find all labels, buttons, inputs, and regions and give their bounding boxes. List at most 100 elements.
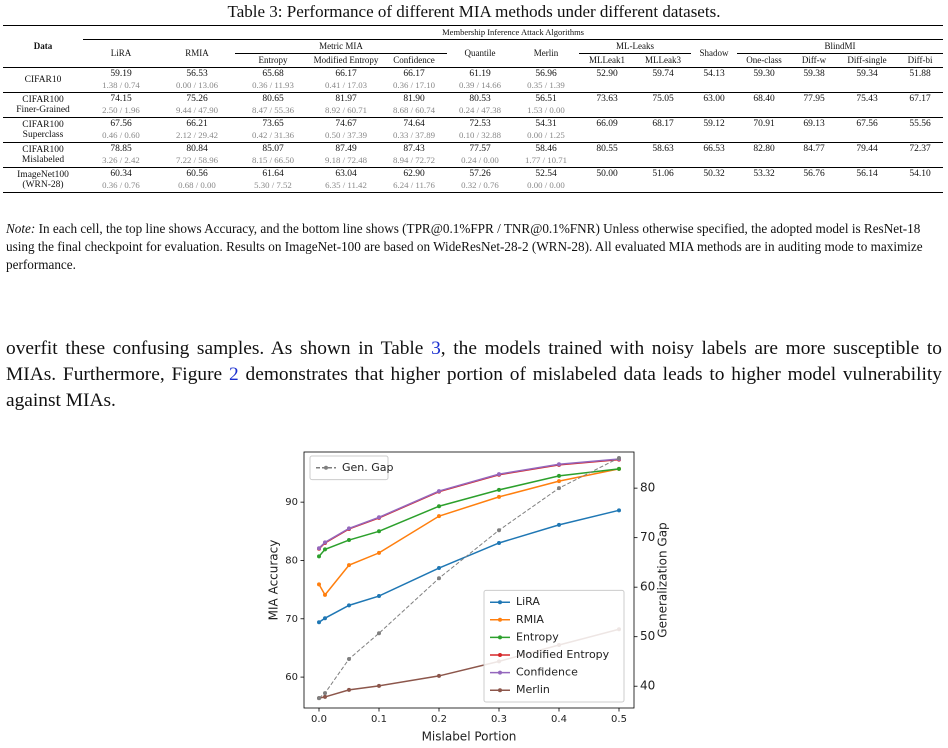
accuracy: 66.17 [335,69,357,79]
accuracy: 56.96 [535,69,557,79]
value-cell: 51.88 [897,67,944,93]
rates: 9.44 / 47.90 [175,104,219,115]
y2-tick-label: 70 [640,530,655,544]
column-header: MLLeak1 [579,53,635,68]
data-point [317,620,321,625]
value-cell: 59.30 [737,67,791,93]
value-cell: 87.49 9.18 / 72.48 [311,142,381,168]
accuracy: 59.30 [753,69,775,79]
value-cell: 66.21 2.12 / 29.42 [159,117,235,143]
data-point [617,466,621,471]
value-cell: 67.56 0.46 / 0.60 [83,117,159,143]
table-ref[interactable]: 3 [431,338,441,359]
data-cell: ImageNet100 (WRN-28) [3,167,83,193]
value-cell: 57.26 0.32 / 0.76 [447,167,513,193]
table-row: CIFAR100 Superclass 67.56 0.46 / 0.60 66.21 2… [3,117,944,143]
value-cell: 69.13 [791,117,837,143]
value-cell: 53.32 [737,167,791,193]
accuracy: 52.54 [535,169,557,179]
data-point [497,494,501,499]
accuracy: 54.31 [535,119,557,129]
accuracy: 61.19 [469,69,491,79]
legend-label: Merlin [516,683,550,696]
rates: 0.35 / 1.39 [527,79,565,90]
series-line [318,468,620,557]
value-cell: 84.77 [791,142,837,168]
data-point [437,566,441,571]
value-cell: 72.37 [897,142,944,168]
legend-label: Entropy [516,630,559,643]
legend-box [309,455,389,481]
data-point [497,540,501,545]
data-point [377,550,381,555]
data-point [557,479,561,484]
group-header: BlindMI [737,39,944,54]
legend-label: Confidence [516,666,578,679]
data-point [437,514,441,519]
chart: Mislabel Portion MIA Accuracy Generaliza… [267,451,670,744]
table-caption: Table 3: Performance of different MIA me… [227,2,721,21]
column-header: LiRA [83,39,159,68]
data-point [377,515,381,520]
accuracy: 70.91 [753,119,775,129]
legend-marker [498,653,502,657]
value-cell: 75.26 9.44 / 47.90 [159,92,235,118]
value-cell: 68.17 [635,117,691,143]
accuracy: 74.15 [110,94,132,104]
rates: 8.94 / 72.72 [392,154,436,165]
table-body: CIFAR10 59.19 1.38 / 0.74 56.53 0.00 / 13.06… [3,67,944,193]
data-point [347,526,351,531]
accuracy: 72.53 [469,119,491,129]
dataset-label: CIFAR100 [22,144,64,155]
legend-marker [498,635,502,640]
accuracy: 57.26 [469,169,491,179]
legend-marker [498,600,502,605]
value-cell: 56.14 [837,167,897,193]
legend-marker [498,617,502,622]
data-point [377,631,381,636]
accuracy: 58.63 [652,144,674,154]
value-cell: 59.19 1.38 / 0.74 [83,67,159,93]
accuracy: 51.06 [652,169,674,179]
accuracy: 51.88 [909,69,931,79]
y2-tick-label: 50 [640,629,655,643]
value-cell: 59.38 [791,67,837,93]
value-cell: 74.64 0.33 / 37.89 [381,117,447,143]
rates: 8.15 / 66.50 [251,154,295,165]
accuracy: 80.65 [262,94,284,104]
rates: 8.47 / 55.36 [251,104,295,115]
accuracy: 68.17 [652,119,674,129]
data-point [347,538,351,543]
value-cell: 63.00 [691,92,737,118]
rates: 0.00 / 1.25 [527,129,565,140]
rates: 0.36 / 0.76 [102,179,140,190]
accuracy: 58.46 [535,144,557,154]
accuracy: 59.19 [110,69,132,79]
accuracy: 65.68 [262,69,284,79]
rates: 3.26 / 2.42 [102,154,140,165]
figure-ref[interactable]: 2 [228,364,239,385]
value-cell: 66.09 [579,117,635,143]
accuracy: 50.00 [596,169,618,179]
data-cell: CIFAR100 Mislabeled [3,142,83,168]
value-cell: 54.13 [691,67,737,93]
value-cell: 75.05 [635,92,691,118]
data-point [377,683,381,688]
column-header: Entropy [235,53,311,68]
dataset-label: Superclass [22,130,64,140]
value-cell: 50.32 [691,167,737,193]
y2-tick-label: 80 [640,481,655,495]
data-point [557,462,561,467]
group-header: Metric MIA [235,39,447,54]
data-point [323,547,327,552]
value-cell: 61.19 0.39 / 14.66 [447,67,513,93]
accuracy: 59.38 [803,69,825,79]
y-tick-label: 80 [285,555,298,566]
accuracy: 72.37 [909,144,931,154]
data-point [557,486,561,491]
rates: 0.33 / 37.89 [392,129,436,140]
value-cell: 79.44 [837,142,897,168]
data-point [323,592,327,597]
accuracy: 66.17 [403,69,425,79]
value-cell: 62.90 6.24 / 11.76 [381,167,447,193]
